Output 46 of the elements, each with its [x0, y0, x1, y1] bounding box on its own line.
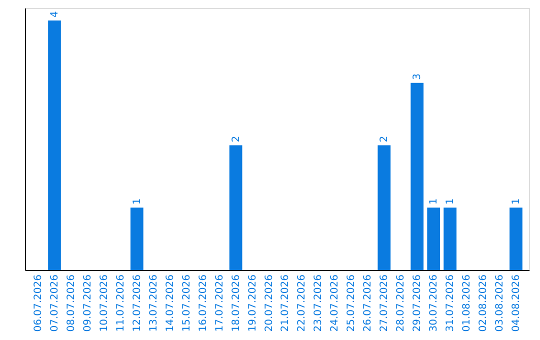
x-tick-label: 14.07.2026: [164, 274, 176, 332]
x-tick-label: 03.08.2026: [494, 274, 506, 332]
x-tick-label: 11.07.2026: [115, 274, 126, 332]
x-tick-label: 25.07.2026: [346, 274, 358, 332]
x-tick-label: 16.07.2026: [198, 274, 209, 332]
x-tick-label: 30.07.2026: [428, 274, 440, 332]
x-tick-label: 27.07.2026: [379, 274, 390, 332]
x-tick-label: 18.07.2026: [230, 274, 242, 332]
x-tick-label: 24.07.2026: [330, 274, 341, 332]
x-tick-label: 20.07.2026: [264, 274, 275, 332]
bar: [427, 208, 440, 270]
x-tick-label: 04.08.2026: [510, 274, 522, 332]
x-tick-label: 13.07.2026: [148, 274, 160, 332]
x-tick-label: 08.07.2026: [66, 274, 77, 332]
x-tick-label: 06.07.2026: [33, 274, 44, 332]
x-tick-label: 26.07.2026: [362, 274, 374, 332]
x-tick-label: 28.07.2026: [396, 274, 407, 332]
x-tick-label: 19.07.2026: [247, 274, 258, 332]
x-tick-label: 15.07.2026: [181, 274, 192, 332]
data-label: 1: [132, 198, 143, 205]
x-tick-label: 02.08.2026: [478, 274, 490, 332]
x-tick-label: 10.07.2026: [98, 274, 110, 332]
x-tick-label: 12.07.2026: [132, 274, 143, 332]
data-label: 3: [412, 73, 424, 80]
bar: [510, 208, 522, 270]
x-tick-label: 23.07.2026: [313, 274, 324, 332]
bar: [229, 145, 242, 270]
bar: [444, 208, 456, 270]
data-label: 4: [50, 11, 60, 18]
x-tick-label: 09.07.2026: [82, 274, 94, 332]
bar: [410, 82, 424, 270]
bar: [378, 145, 391, 270]
x-tick-label: 22.07.2026: [296, 274, 308, 332]
data-label: 2: [230, 136, 242, 142]
x-tick-label: 21.07.2026: [280, 274, 292, 332]
bar: [48, 20, 61, 270]
data-label: 2: [379, 136, 390, 142]
data-label: 1: [445, 198, 456, 205]
x-tick-label: 17.07.2026: [214, 274, 226, 332]
data-label: 1: [510, 198, 522, 205]
data-label: 1: [428, 198, 440, 205]
bar: [130, 208, 144, 270]
x-tick-label: 31.07.2026: [445, 274, 456, 332]
x-tick-label: 07.07.2026: [50, 274, 60, 332]
x-tick-label: 29.07.2026: [412, 274, 424, 332]
x-tick-label: 01.08.2026: [462, 274, 473, 332]
